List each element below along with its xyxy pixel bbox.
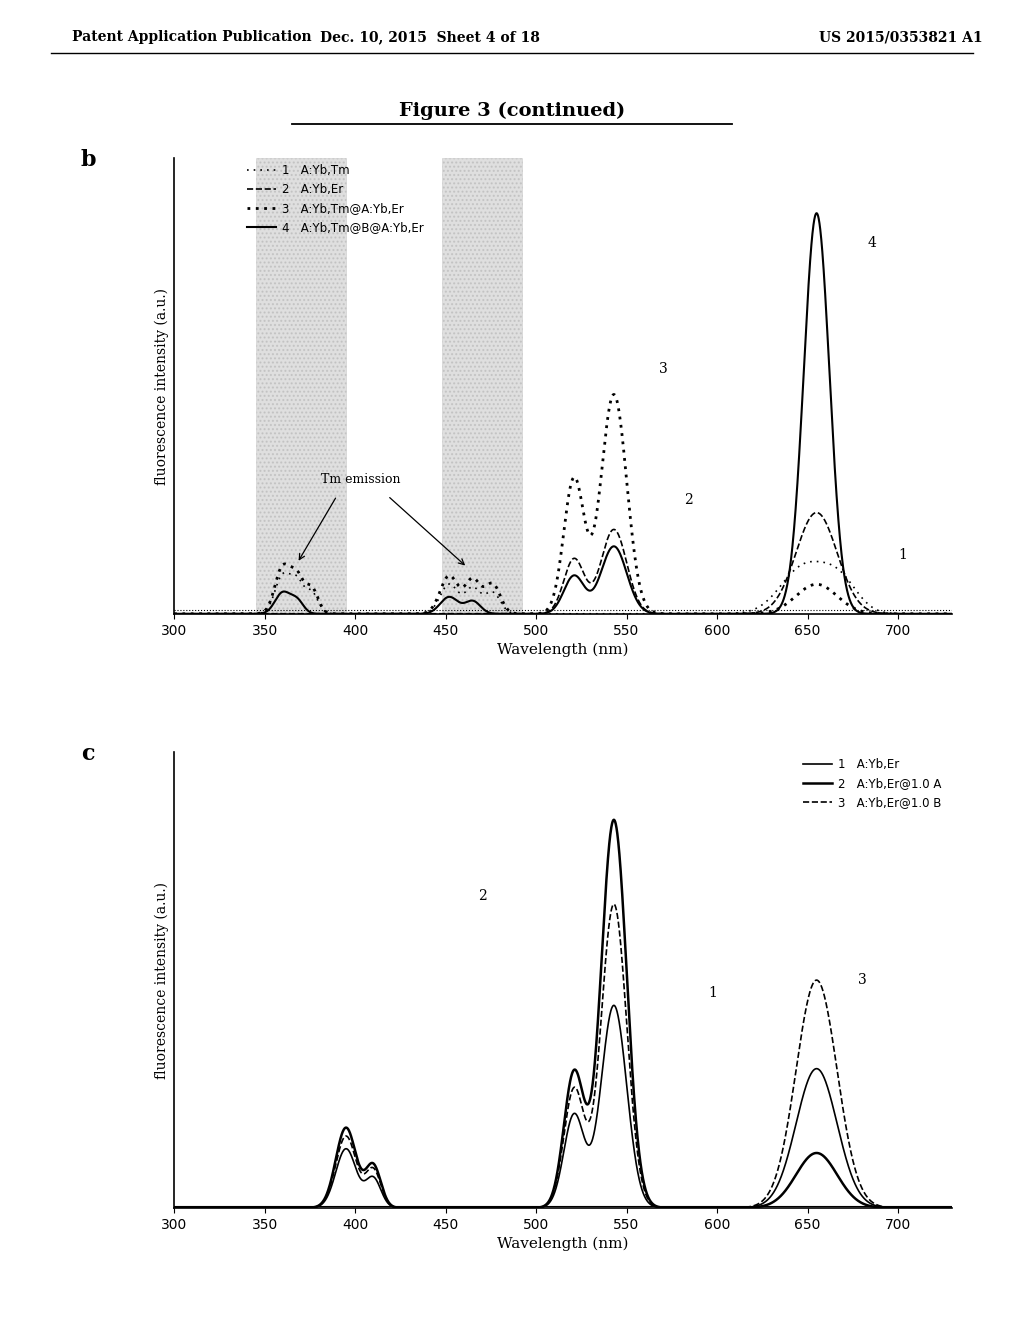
- Text: Patent Application Publication: Patent Application Publication: [72, 30, 311, 45]
- Y-axis label: fluorescence intensity (a.u.): fluorescence intensity (a.u.): [155, 288, 169, 484]
- Bar: [442, 158, 521, 614]
- Legend: 1   A:Yb,Er, 2   A:Yb,Er@1.0 A, 3   A:Yb,Er@1.0 B: 1 A:Yb,Er, 2 A:Yb,Er@1.0 A, 3 A:Yb,Er@1.…: [798, 754, 946, 814]
- Text: c: c: [81, 743, 94, 766]
- Text: US 2015/0353821 A1: US 2015/0353821 A1: [819, 30, 983, 45]
- X-axis label: Wavelength (nm): Wavelength (nm): [498, 1237, 629, 1251]
- Text: 1: 1: [898, 548, 907, 562]
- Text: 1: 1: [708, 986, 717, 1001]
- Text: Figure 3 (continued): Figure 3 (continued): [399, 102, 625, 120]
- X-axis label: Wavelength (nm): Wavelength (nm): [498, 643, 629, 657]
- Text: 2: 2: [478, 888, 486, 903]
- Bar: [256, 158, 346, 614]
- Legend: 1   A:Yb,Tm, 2   A:Yb,Er, 3   A:Yb,Tm@A:Yb,Er, 4   A:Yb,Tm@B@A:Yb,Er: 1 A:Yb,Tm, 2 A:Yb,Er, 3 A:Yb,Tm@A:Yb,Er,…: [243, 160, 429, 239]
- Text: 3: 3: [858, 973, 867, 987]
- Text: b: b: [81, 149, 96, 172]
- Text: Tm emission: Tm emission: [321, 473, 400, 486]
- Text: 2: 2: [684, 494, 693, 507]
- Text: 4: 4: [867, 236, 877, 249]
- Y-axis label: fluorescence intensity (a.u.): fluorescence intensity (a.u.): [155, 882, 169, 1078]
- Text: 3: 3: [659, 363, 668, 376]
- Text: Dec. 10, 2015  Sheet 4 of 18: Dec. 10, 2015 Sheet 4 of 18: [321, 30, 540, 45]
